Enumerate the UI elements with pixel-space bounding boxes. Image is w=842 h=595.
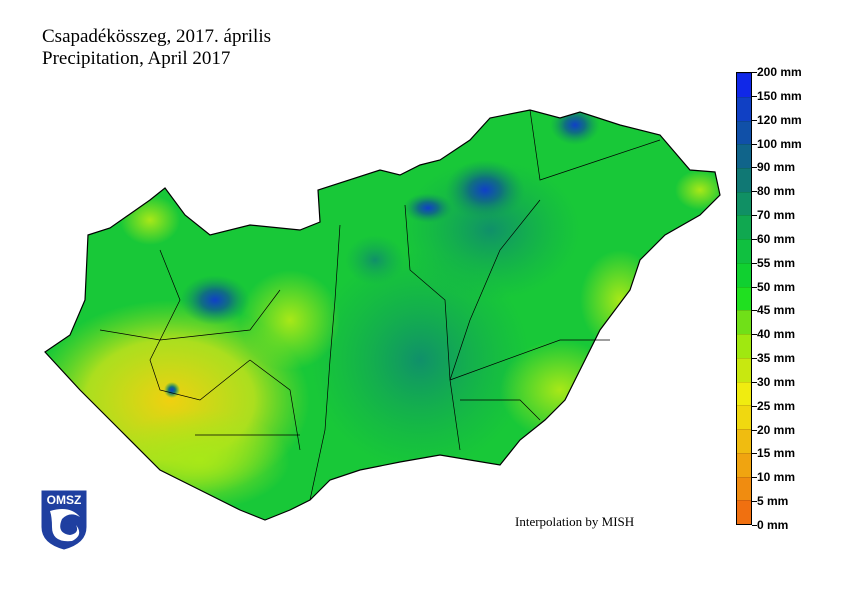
legend-bin [737,96,751,121]
legend-bin [737,262,751,287]
omsz-logo: OMSZ [41,490,87,550]
title-hungarian: Csapadékösszeg, 2017. április [42,26,272,47]
legend-bin [737,357,751,382]
legend-bin [737,120,751,145]
legend-bin [737,500,751,524]
legend-bin [737,73,751,97]
legend-bin [737,191,751,216]
legend-bin [737,405,751,430]
county-borders [99,109,661,501]
legend-color-bar [736,72,752,525]
interpolation-credit: Interpolation by MISH [515,514,635,529]
title-english: Precipitation, April 2017 [42,48,231,69]
legend-bin [737,286,751,311]
legend-bin [737,144,751,168]
legend-bin [737,239,751,263]
legend-bin [737,381,751,406]
legend-bin [737,452,751,477]
legend-bin [737,310,751,335]
logo-text: OMSZ [47,493,82,507]
legend-bin [737,476,751,501]
legend-bin [737,429,751,453]
legend-bin [737,215,751,240]
legend-bin [737,334,751,358]
legend-bin [737,167,751,192]
